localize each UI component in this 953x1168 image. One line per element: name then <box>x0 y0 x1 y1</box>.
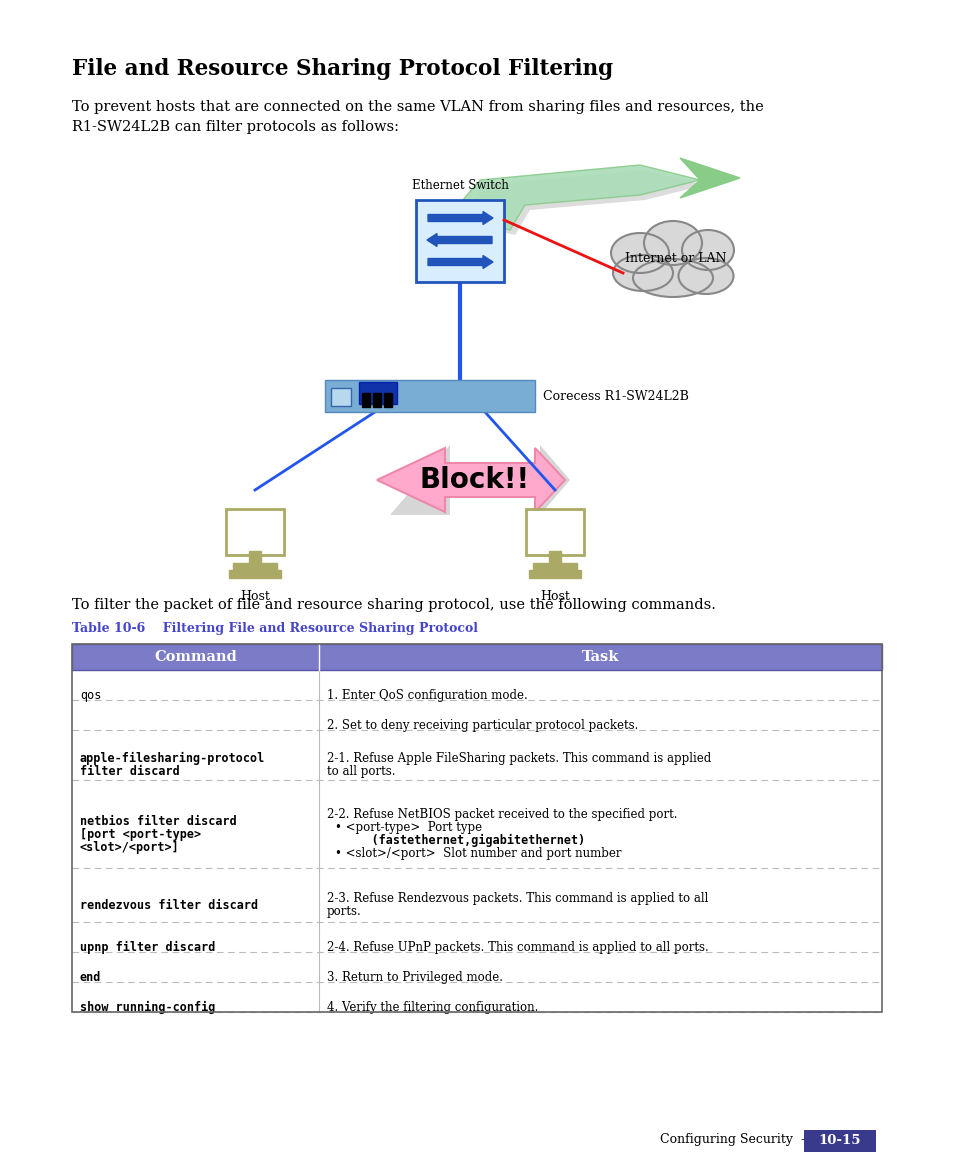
Ellipse shape <box>643 221 701 265</box>
Text: Ethernet Switch: Ethernet Switch <box>411 179 508 192</box>
FancyBboxPatch shape <box>529 570 580 578</box>
Text: netbios filter discard: netbios filter discard <box>80 815 236 828</box>
Text: File and Resource Sharing Protocol Filtering: File and Resource Sharing Protocol Filte… <box>71 58 613 79</box>
Polygon shape <box>455 171 704 235</box>
Polygon shape <box>450 165 700 230</box>
FancyBboxPatch shape <box>71 952 882 982</box>
Bar <box>71 644 882 1011</box>
FancyBboxPatch shape <box>71 644 882 670</box>
Text: 2. Set to deny receiving particular protocol packets.: 2. Set to deny receiving particular prot… <box>327 718 638 732</box>
Ellipse shape <box>610 232 668 273</box>
FancyBboxPatch shape <box>71 780 882 868</box>
FancyBboxPatch shape <box>226 509 284 555</box>
Text: filter discard: filter discard <box>80 765 179 778</box>
FancyBboxPatch shape <box>361 392 370 406</box>
Text: 1. Enter QoS configuration mode.: 1. Enter QoS configuration mode. <box>327 689 527 702</box>
Text: rendezvous filter discard: rendezvous filter discard <box>80 899 258 912</box>
Text: 3. Return to Privileged mode.: 3. Return to Privileged mode. <box>327 971 502 983</box>
Polygon shape <box>376 449 564 512</box>
Polygon shape <box>679 158 740 199</box>
FancyBboxPatch shape <box>325 380 535 412</box>
Text: 2-1. Refuse Apple FileSharing packets. This command is applied: 2-1. Refuse Apple FileSharing packets. T… <box>327 752 711 765</box>
FancyBboxPatch shape <box>803 1129 875 1152</box>
Text: show running-config: show running-config <box>80 1001 215 1014</box>
FancyArrow shape <box>427 234 492 246</box>
Text: 10-15: 10-15 <box>818 1133 861 1147</box>
FancyBboxPatch shape <box>384 392 392 406</box>
FancyArrow shape <box>428 256 493 269</box>
Text: ports.: ports. <box>327 905 361 918</box>
Text: • <port-type>  Port type: • <port-type> Port type <box>335 821 481 834</box>
FancyBboxPatch shape <box>71 700 882 730</box>
FancyArrow shape <box>428 211 493 224</box>
Text: 4. Verify the filtering configuration.: 4. Verify the filtering configuration. <box>327 1001 537 1014</box>
Text: end: end <box>80 971 101 983</box>
Text: apple-filesharing-protocol: apple-filesharing-protocol <box>80 752 265 765</box>
FancyBboxPatch shape <box>71 730 882 780</box>
FancyBboxPatch shape <box>373 392 380 406</box>
FancyBboxPatch shape <box>229 570 281 578</box>
FancyBboxPatch shape <box>71 922 882 952</box>
Text: Command: Command <box>154 651 236 663</box>
FancyBboxPatch shape <box>249 551 261 565</box>
Text: Task: Task <box>581 651 618 663</box>
FancyBboxPatch shape <box>533 563 577 570</box>
Text: (fastethernet,gigabitethernet): (fastethernet,gigabitethernet) <box>343 834 585 848</box>
Text: Table 10-6    Filtering File and Resource Sharing Protocol: Table 10-6 Filtering File and Resource S… <box>71 623 477 635</box>
Ellipse shape <box>678 258 733 294</box>
Text: Host: Host <box>240 590 270 603</box>
Text: to all ports.: to all ports. <box>327 765 395 778</box>
Ellipse shape <box>613 255 672 291</box>
Text: 2-4. Refuse UPnP packets. This command is applied to all ports.: 2-4. Refuse UPnP packets. This command i… <box>327 941 708 954</box>
Text: To prevent hosts that are connected on the same VLAN from sharing files and reso: To prevent hosts that are connected on t… <box>71 100 763 114</box>
Text: Configuring Security  —: Configuring Security — <box>659 1133 813 1147</box>
Ellipse shape <box>681 230 733 270</box>
FancyBboxPatch shape <box>331 388 351 406</box>
Polygon shape <box>390 445 569 515</box>
Text: upnp filter discard: upnp filter discard <box>80 941 215 954</box>
Text: <slot>/<port>]: <slot>/<port>] <box>80 841 179 854</box>
Text: R1-SW24L2B can filter protocols as follows:: R1-SW24L2B can filter protocols as follo… <box>71 120 398 134</box>
FancyBboxPatch shape <box>71 982 882 1011</box>
FancyBboxPatch shape <box>233 563 276 570</box>
FancyBboxPatch shape <box>416 200 503 281</box>
FancyBboxPatch shape <box>548 551 560 565</box>
Text: Block!!: Block!! <box>419 466 530 494</box>
Text: 2-3. Refuse Rendezvous packets. This command is applied to all: 2-3. Refuse Rendezvous packets. This com… <box>327 892 708 905</box>
Text: Internet or LAN: Internet or LAN <box>624 251 726 264</box>
Text: Host: Host <box>539 590 569 603</box>
Ellipse shape <box>633 259 712 297</box>
Text: qos: qos <box>80 689 101 702</box>
FancyBboxPatch shape <box>71 868 882 922</box>
FancyBboxPatch shape <box>525 509 583 555</box>
Text: To filter the packet of file and resource sharing protocol, use the following co: To filter the packet of file and resourc… <box>71 598 715 612</box>
FancyBboxPatch shape <box>358 382 396 404</box>
FancyBboxPatch shape <box>71 670 882 700</box>
Text: 2-2. Refuse NetBIOS packet received to the specified port.: 2-2. Refuse NetBIOS packet received to t… <box>327 808 677 821</box>
Text: [port <port-type>: [port <port-type> <box>80 828 201 841</box>
Text: Corecess R1-SW24L2B: Corecess R1-SW24L2B <box>542 389 688 403</box>
Text: • <slot>/<port>  Slot number and port number: • <slot>/<port> Slot number and port num… <box>335 848 621 861</box>
